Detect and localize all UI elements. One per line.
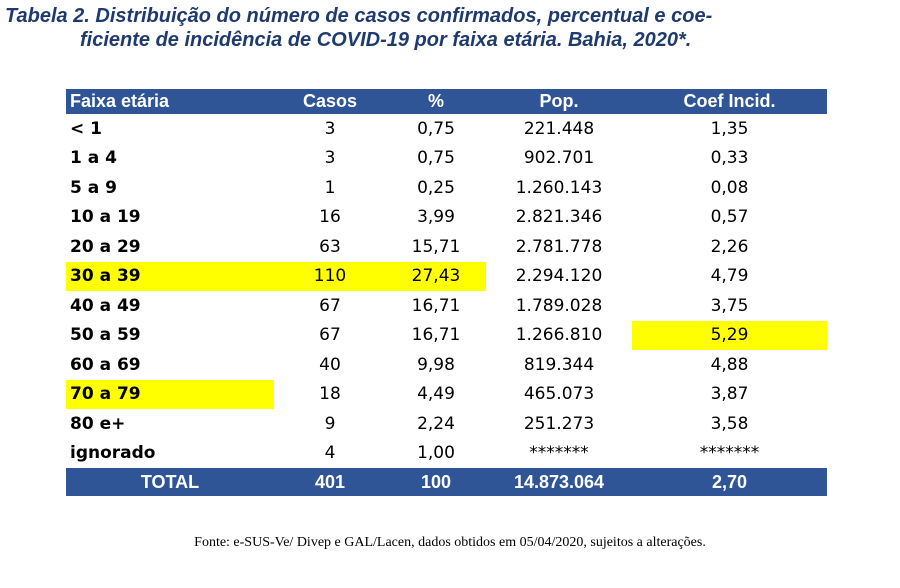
row-faixa: 20 a 29 xyxy=(70,236,141,257)
table-row: 5 a 9 1 0,25 1.260.143 0,08 xyxy=(66,173,827,203)
row-casos: 9 xyxy=(324,413,336,434)
table-row: 1 a 4 3 0,75 902.701 0,33 xyxy=(66,144,827,174)
row-pct: 16,71 xyxy=(411,295,461,316)
row-coef: 0,33 xyxy=(710,148,749,169)
row-pct: 0,25 xyxy=(417,177,455,198)
row-pop: 902.701 xyxy=(523,148,595,169)
row-faixa: < 1 xyxy=(70,118,102,139)
row-coef: 4,79 xyxy=(710,266,749,287)
table-total-row: TOTAL 401 100 14.873.064 2,70 xyxy=(66,468,827,496)
row-pop: 2.294.120 xyxy=(515,266,603,287)
row-casos: 3 xyxy=(324,148,336,169)
total-label: TOTAL xyxy=(66,468,274,496)
row-coef: 0,08 xyxy=(710,177,749,198)
row-pct: 16,71 xyxy=(411,325,461,346)
row-casos: 4 xyxy=(324,443,336,464)
table-row: 70 a 79 18 4,49 465.073 3,87 xyxy=(66,379,827,409)
row-faixa: 1 a 4 xyxy=(70,148,117,169)
header-pop: Pop. xyxy=(486,89,632,114)
row-pct: 15,71 xyxy=(411,236,461,257)
table-row: 10 a 19 16 3,99 2.821.346 0,57 xyxy=(66,203,827,233)
table-header-row: Faixa etária Casos % Pop. Coef Incid. xyxy=(66,89,827,114)
row-faixa: 50 a 59 xyxy=(70,325,141,346)
row-faixa: 30 a 39 xyxy=(66,261,274,291)
row-coef: 2,26 xyxy=(710,236,749,257)
row-pct: 1,00 xyxy=(417,443,455,464)
row-faixa: 10 a 19 xyxy=(70,207,141,228)
row-casos: 18 xyxy=(319,384,341,405)
row-casos: 1 xyxy=(324,177,336,198)
table-title-line-1: Tabela 2. Distribuição do número de caso… xyxy=(5,5,713,27)
row-faixa: 80 e+ xyxy=(70,413,126,434)
row-pop: 465.073 xyxy=(523,384,595,405)
row-coef: 3,87 xyxy=(710,384,749,405)
row-pop: 2.781.778 xyxy=(515,236,603,257)
row-casos: 110 xyxy=(274,261,386,291)
header-coef: Coef Incid. xyxy=(632,89,827,114)
row-pct: 27,43 xyxy=(386,261,486,291)
total-pop: 14.873.064 xyxy=(486,468,632,496)
source-note: Fonte: e-SUS-Ve/ Divep e GAL/Lacen, dado… xyxy=(194,535,706,550)
table-row: 50 a 59 67 16,71 1.266.810 5,29 xyxy=(66,320,827,350)
row-pop: 1.789.028 xyxy=(515,295,603,316)
row-casos: 3 xyxy=(324,118,336,139)
row-pop: 2.821.346 xyxy=(515,207,603,228)
row-pct: 3,99 xyxy=(417,207,455,228)
row-faixa: ignorado xyxy=(70,443,156,464)
header-faixa: Faixa etária xyxy=(66,89,274,114)
table-row: 80 e+ 9 2,24 251.273 3,58 xyxy=(66,409,827,439)
row-faixa: 60 a 69 xyxy=(70,354,141,375)
header-pct: % xyxy=(386,89,486,114)
table-row: 60 a 69 40 9,98 819.344 4,88 xyxy=(66,350,827,380)
row-casos: 63 xyxy=(319,236,341,257)
table-title: Tabela 2. Distribuição do número de caso… xyxy=(5,4,895,52)
row-coef: ******* xyxy=(699,443,760,464)
table-row: 30 a 39 110 27,43 2.294.120 4,79 xyxy=(66,261,827,291)
row-faixa: 40 a 49 xyxy=(70,295,141,316)
table-row: < 1 3 0,75 221.448 1,35 xyxy=(66,114,827,144)
row-coef: 0,57 xyxy=(710,207,749,228)
row-pop: 251.273 xyxy=(523,413,595,434)
row-pct: 4,49 xyxy=(417,384,455,405)
row-pop: 1.260.143 xyxy=(515,177,603,198)
table-title-line-2: ficiente de incidência de COVID-19 por f… xyxy=(80,29,692,51)
row-faixa: 5 a 9 xyxy=(70,177,117,198)
table-row: 20 a 29 63 15,71 2.781.778 2,26 xyxy=(66,232,827,262)
row-coef: 1,35 xyxy=(710,118,749,139)
total-coef: 2,70 xyxy=(632,468,827,496)
row-pop: 1.266.810 xyxy=(515,325,603,346)
row-casos: 40 xyxy=(319,354,341,375)
row-coef: 3,58 xyxy=(710,413,749,434)
total-pct: 100 xyxy=(386,468,486,496)
row-coef: 5,29 xyxy=(632,320,827,350)
table-row: ignorado 4 1,00 ******* ******* xyxy=(66,439,827,469)
covid-age-table: Faixa etária Casos % Pop. Coef Incid. < … xyxy=(66,89,827,496)
row-pct: 9,98 xyxy=(417,354,455,375)
row-pct: 0,75 xyxy=(417,148,455,169)
row-pop: 221.448 xyxy=(523,118,595,139)
row-coef: 4,88 xyxy=(710,354,749,375)
row-faixa: 70 a 79 xyxy=(66,379,274,409)
row-casos: 67 xyxy=(319,295,341,316)
header-casos: Casos xyxy=(274,89,386,114)
row-casos: 67 xyxy=(319,325,341,346)
row-coef: 3,75 xyxy=(710,295,749,316)
row-pop: 819.344 xyxy=(523,354,595,375)
total-casos: 401 xyxy=(274,468,386,496)
row-pct: 2,24 xyxy=(417,413,455,434)
row-pct: 0,75 xyxy=(417,118,455,139)
row-casos: 16 xyxy=(319,207,341,228)
table-row: 40 a 49 67 16,71 1.789.028 3,75 xyxy=(66,291,827,321)
row-pop: ******* xyxy=(529,443,589,464)
